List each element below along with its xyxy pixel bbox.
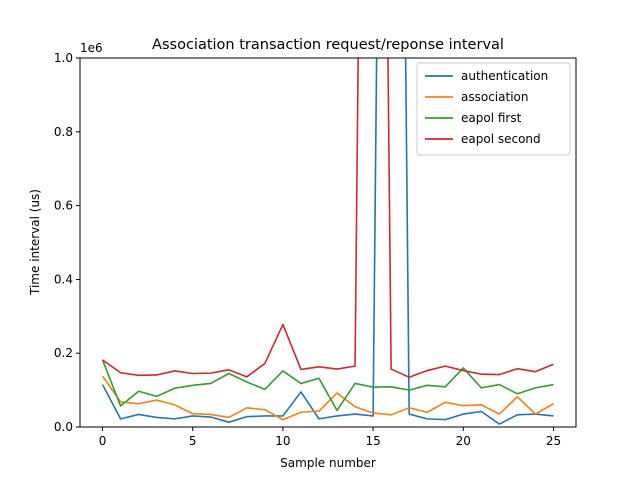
legend-label: eapol second (461, 132, 541, 146)
x-axis-label: Sample number (280, 456, 376, 470)
legend: authentication association eapol first eapo… (416, 62, 571, 156)
y-tick-label: 1.0 (54, 51, 73, 65)
series-line-authentication (101, 58, 554, 425)
y-tick-label: 0.2 (54, 346, 73, 360)
plot-frame (79, 57, 577, 428)
x-tick-label: 0 (99, 434, 107, 448)
series-layer (101, 58, 554, 425)
y-tick-label: 0.0 (54, 420, 73, 434)
series-line-eapol-first (101, 359, 554, 412)
y-scale-label: 1e6 (80, 41, 103, 55)
y-tick-label: 0.8 (54, 125, 73, 139)
x-tick-label: 20 (456, 434, 471, 448)
y-tick-label: 0.6 (54, 199, 73, 213)
series-line-eapol-second (102, 58, 554, 378)
legend-box (416, 62, 571, 156)
y-axis-label: Time interval (us) (28, 189, 42, 296)
legend-label: authentication (461, 69, 548, 83)
x-tick-label: 15 (365, 434, 380, 448)
x-tick-label: 25 (546, 434, 561, 448)
x-tick-label: 10 (275, 434, 290, 448)
x-tick-label: 5 (189, 434, 197, 448)
chart-title: Association transaction request/reponse … (152, 37, 504, 53)
series-line-association (101, 375, 554, 421)
legend-label: eapol first (461, 111, 522, 125)
axes-ticks: 0 5 10 15 20 25 0.0 0.2 0.4 0.6 0.8 1.0 (54, 51, 561, 448)
legend-label: association (461, 90, 528, 104)
y-tick-label: 0.4 (54, 272, 73, 286)
